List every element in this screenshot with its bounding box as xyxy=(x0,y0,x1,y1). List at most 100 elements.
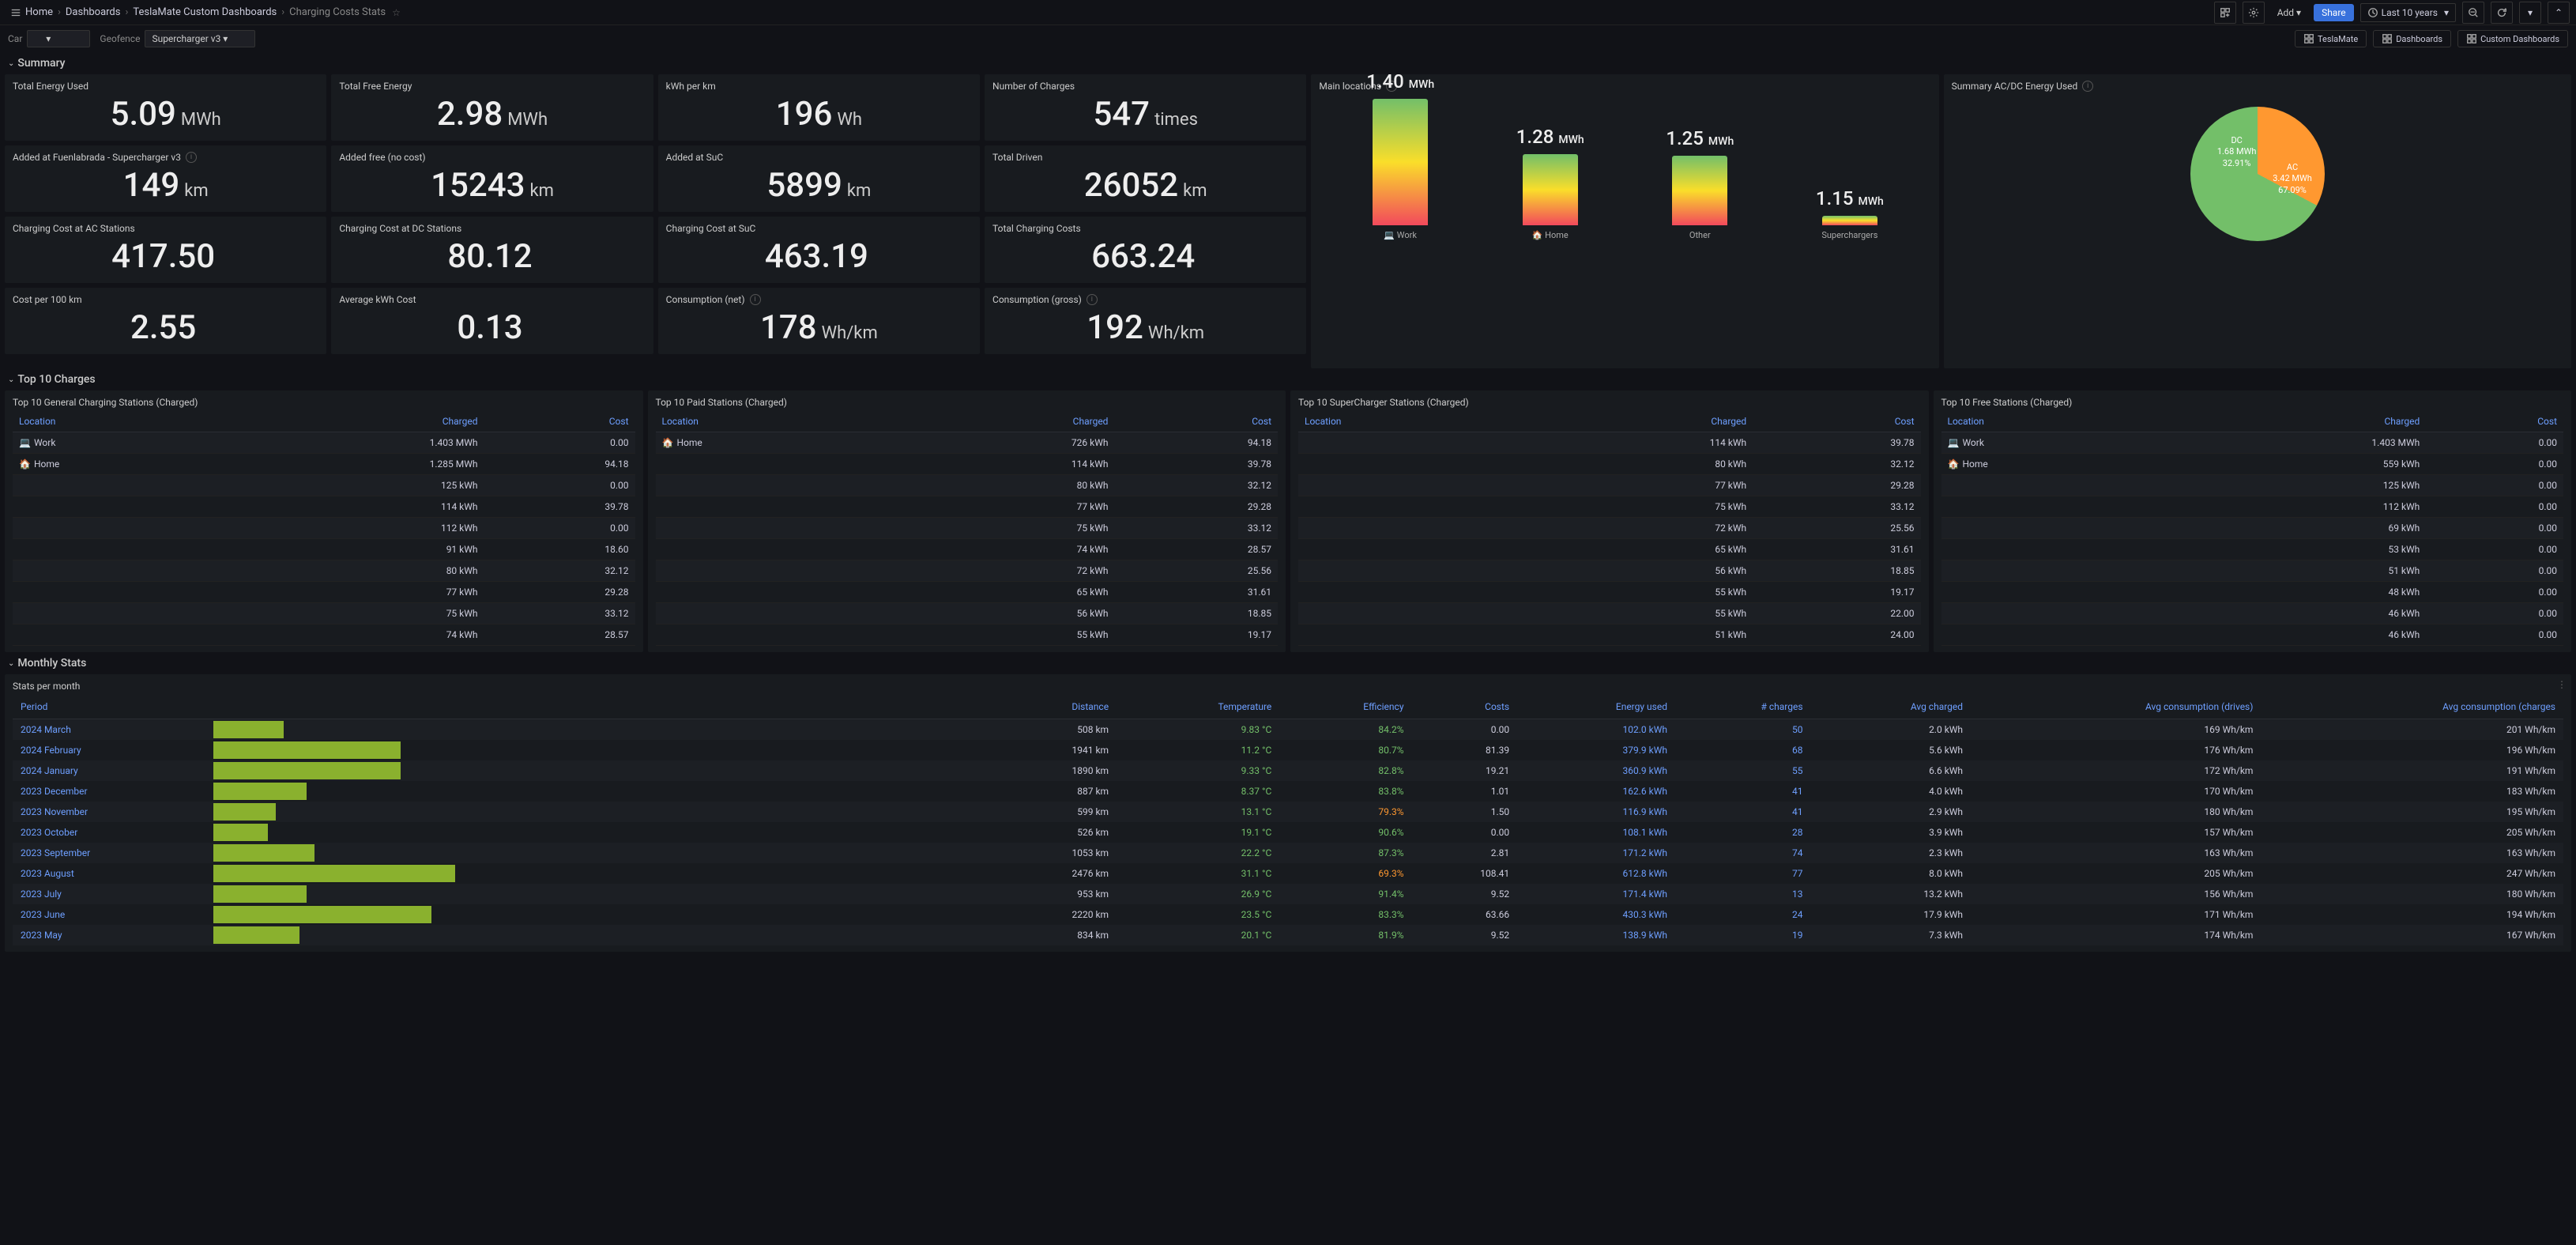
time-range-picker[interactable]: Last 10 years▾ xyxy=(2360,3,2456,22)
info-icon[interactable]: i xyxy=(1087,294,1098,305)
table-row: 114 kWh39.78 xyxy=(656,454,1279,475)
table-row: 2023 October 526 km19.1 °C90.6%0.00 108.… xyxy=(13,822,2563,843)
bar-work: 1.40 MWh 💻 Work xyxy=(1369,99,1432,240)
period-link[interactable]: 2023 November xyxy=(13,802,213,822)
breadcrumb-current: Charging Costs Stats xyxy=(289,6,386,18)
topbar: Home› Dashboards› TeslaMate Custom Dashb… xyxy=(0,0,2576,25)
table-row: 2023 May 834 km20.1 °C81.9%9.52 138.9 kW… xyxy=(13,925,2563,945)
period-link[interactable]: 2023 September xyxy=(13,843,213,863)
table-row: 51 kWh24.00 xyxy=(1298,624,1921,646)
table-row: 75 kWh33.12 xyxy=(13,603,635,624)
panel-num_charges: Number of Charges 547times xyxy=(985,74,1306,141)
settings-icon[interactable] xyxy=(2243,2,2265,24)
table-row: 55 kWh22.00 xyxy=(1298,603,1921,624)
table-row: 56 kWh18.85 xyxy=(656,603,1279,624)
table-row: 80 kWh32.12 xyxy=(656,475,1279,496)
table-row: 125 kWh0.00 xyxy=(1941,475,2564,496)
star-icon[interactable]: ☆ xyxy=(392,7,401,18)
table-row: 2024 February 1941 km11.2 °C80.7%81.39 3… xyxy=(13,740,2563,760)
refresh-interval[interactable]: ▾ xyxy=(2519,2,2541,24)
info-icon[interactable]: i xyxy=(2082,81,2093,92)
table-row: 75 kWh33.12 xyxy=(1298,496,1921,518)
tag-dashboards[interactable]: Dashboards xyxy=(2373,30,2451,47)
table-row: 💻Work1.403 MWh0.00 xyxy=(13,432,635,454)
table-row: 125 kWh0.00 xyxy=(13,475,635,496)
panel-acdc-pie: Summary AC/DC Energy Usedi DC1.68 MWh32.… xyxy=(1944,74,2571,368)
breadcrumb-dashboards[interactable]: Dashboards xyxy=(66,6,121,18)
table-row: 91 kWh18.60 xyxy=(13,539,635,560)
panel-top10-paid: Top 10 Paid Stations (Charged) LocationC… xyxy=(648,390,1286,652)
panel-menu-icon[interactable]: ⋮ xyxy=(2557,679,2567,690)
table-row: 2023 September 1053 km22.2 °C87.3%2.81 1… xyxy=(13,843,2563,863)
panel-total_energy: Total Energy Used 5.09MWh xyxy=(5,74,326,141)
kiosk-icon[interactable]: ⌃ xyxy=(2548,2,2570,24)
panel-monthly: Stats per month ⋮ PeriodDistanceTemperat… xyxy=(5,674,2571,952)
table-row: 55 kWh19.17 xyxy=(656,624,1279,646)
panel-added_suc: Added at SuC 5899km xyxy=(658,145,980,212)
table-row: 112 kWh0.00 xyxy=(1941,496,2564,518)
table-row: 2023 November 599 km13.1 °C79.3%1.50 116… xyxy=(13,802,2563,822)
panel-cons_gross: Consumption (gross)i 192Wh/km xyxy=(985,288,1306,354)
var-car-label: Car xyxy=(8,33,22,44)
var-geofence-select[interactable]: Supercharger v3 ▾ xyxy=(145,30,255,47)
table-row: 74 kWh28.57 xyxy=(656,539,1279,560)
period-link[interactable]: 2024 February xyxy=(13,740,213,760)
share-button[interactable]: Share xyxy=(2314,4,2354,21)
tag-custom[interactable]: Custom Dashboards xyxy=(2457,30,2568,47)
panel-main-locations: Main locationsi 1.40 MWh 💻 Work 1.28 MWh… xyxy=(1311,74,1938,368)
table-row: 2023 December 887 km8.37 °C83.8%1.01 162… xyxy=(13,781,2563,802)
period-link[interactable]: 2023 July xyxy=(13,884,213,904)
breadcrumb-custom[interactable]: TeslaMate Custom Dashboards xyxy=(133,6,277,18)
panel-cost_ac: Charging Cost at AC Stations 417.50 xyxy=(5,217,326,283)
panel-total_driven: Total Driven 26052km xyxy=(985,145,1306,212)
period-link[interactable]: 2023 August xyxy=(13,863,213,884)
bar-other: 1.25 MWh Other xyxy=(1668,156,1731,240)
panel-cost_100km: Cost per 100 km 2.55 xyxy=(5,288,326,354)
panel-avg_kwh_cost: Average kWh Cost 0.13 xyxy=(331,288,653,354)
table-row: 75 kWh33.12 xyxy=(656,518,1279,539)
period-link[interactable]: 2024 January xyxy=(13,760,213,781)
section-monthly[interactable]: ⌄Monthly Stats xyxy=(0,652,2576,674)
period-link[interactable]: 2023 December xyxy=(13,781,213,802)
panel-added_fuenl: Added at Fuenlabrada - Supercharger v3i … xyxy=(5,145,326,212)
table-row: 2023 July 953 km26.9 °C91.4%9.52 171.4 k… xyxy=(13,884,2563,904)
section-summary[interactable]: ⌄Summary xyxy=(0,52,2576,74)
breadcrumb-home[interactable]: Home xyxy=(25,6,53,18)
menu-icon[interactable] xyxy=(6,3,25,22)
bar-home: 1.28 MWh 🏠 Home xyxy=(1519,154,1582,240)
period-link[interactable]: 2023 June xyxy=(13,904,213,925)
table-row: 74 kWh28.57 xyxy=(13,624,635,646)
add-button[interactable]: Add ▾ xyxy=(2271,4,2307,21)
pie-chart: DC1.68 MWh32.91% AC3.42 MWh67.09% xyxy=(2190,107,2325,241)
var-car-select[interactable]: ▾ xyxy=(27,30,90,47)
zoom-out-icon[interactable] xyxy=(2462,2,2484,24)
period-link[interactable]: 2024 March xyxy=(13,719,213,741)
refresh-icon[interactable] xyxy=(2491,2,2513,24)
table-row: 80 kWh32.12 xyxy=(1298,454,1921,475)
table-row: 2024 March 508 km9.83 °C84.2%0.00 102.0 … xyxy=(13,719,2563,741)
table-row: 112 kWh0.00 xyxy=(13,518,635,539)
table-row: 56 kWh18.85 xyxy=(1298,560,1921,582)
table-row: 46 kWh0.00 xyxy=(1941,603,2564,624)
breadcrumb: Home› Dashboards› TeslaMate Custom Dashb… xyxy=(25,6,386,18)
info-icon[interactable]: i xyxy=(750,294,761,305)
variables-bar: Car ▾ GeofenceSupercharger v3 ▾ TeslaMat… xyxy=(0,25,2576,52)
table-row: 51 kWh0.00 xyxy=(1941,560,2564,582)
table-row: 69 kWh0.00 xyxy=(1941,518,2564,539)
table-row: 🏠Home1.285 MWh94.18 xyxy=(13,454,635,475)
tag-teslamate[interactable]: TeslaMate xyxy=(2295,30,2367,47)
add-panel-icon[interactable] xyxy=(2214,2,2236,24)
panel-top10-suc: Top 10 SuperCharger Stations (Charged) L… xyxy=(1290,390,1929,652)
panel-top10-free: Top 10 Free Stations (Charged) LocationC… xyxy=(1934,390,2572,652)
table-row: 53 kWh0.00 xyxy=(1941,539,2564,560)
panel-total_free: Total Free Energy 2.98MWh xyxy=(331,74,653,141)
table-row: 72 kWh25.56 xyxy=(1298,518,1921,539)
table-row: 65 kWh31.61 xyxy=(656,582,1279,603)
period-link[interactable]: 2023 October xyxy=(13,822,213,843)
table-row: 2023 August 2476 km31.1 °C69.3%108.41 61… xyxy=(13,863,2563,884)
table-row: 🏠Home726 kWh94.18 xyxy=(656,432,1279,454)
table-row: 72 kWh25.56 xyxy=(656,560,1279,582)
section-top10[interactable]: ⌄Top 10 Charges xyxy=(0,368,2576,390)
info-icon[interactable]: i xyxy=(186,152,197,163)
period-link[interactable]: 2023 May xyxy=(13,925,213,945)
